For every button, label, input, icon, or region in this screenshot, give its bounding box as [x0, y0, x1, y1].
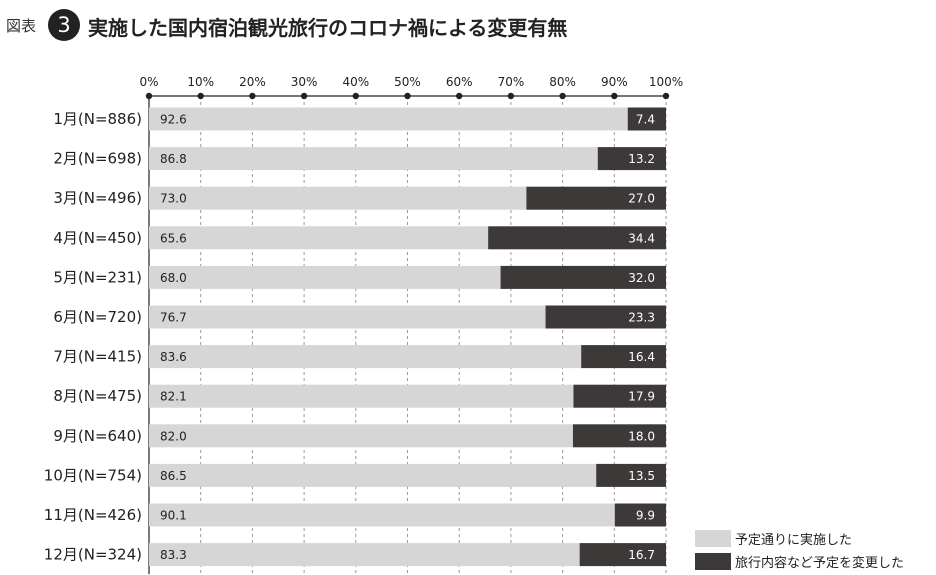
value-label-as-planned: 82.1: [160, 390, 187, 404]
value-label-changed: 9.9: [636, 509, 655, 523]
value-label-as-planned: 76.7: [160, 311, 187, 325]
category-label: 8月(N=475): [53, 387, 142, 405]
value-label-as-planned: 90.1: [160, 509, 187, 523]
category-label: 9月(N=640): [53, 427, 142, 445]
category-label: 1月(N=886): [53, 110, 142, 128]
figure-label: 図表: [6, 17, 37, 35]
category-label: 10月(N=754): [44, 466, 142, 484]
x-tick-label: 90%: [601, 75, 628, 89]
value-label-changed: 23.3: [628, 311, 655, 325]
bar-segment-changed: [627, 107, 666, 131]
x-tick-dot: [352, 92, 359, 100]
x-tick-dot: [456, 92, 463, 100]
legend-item-as-planned: 予定通りに実施した: [695, 527, 904, 549]
bar-segment-as-planned: [149, 543, 580, 567]
x-tick-label: 10%: [187, 75, 214, 89]
legend-label-changed: 旅行内容など予定を変更した: [735, 555, 905, 571]
bar-segment-as-planned: [149, 265, 501, 289]
bar-segment-as-planned: [149, 305, 546, 329]
bar-segment-changed: [597, 147, 666, 171]
bar-segment-as-planned: [149, 147, 598, 171]
chart-legend: 予定通りに実施した 旅行内容など予定を変更した: [695, 527, 904, 573]
value-label-changed: 13.5: [628, 469, 655, 483]
legend-swatch-as-planned: [695, 529, 731, 547]
value-label-as-planned: 86.5: [160, 469, 187, 483]
x-tick-label: 100%: [649, 75, 683, 89]
bar-segment-as-planned: [149, 226, 489, 250]
category-label: 4月(N=450): [53, 229, 142, 247]
bar-segment-as-planned: [149, 463, 597, 487]
value-label-changed: 13.2: [628, 152, 655, 166]
x-tick-label: 50%: [394, 75, 421, 89]
bar-segment-as-planned: [149, 345, 582, 369]
x-tick-dot: [145, 92, 153, 100]
bar-segment-changed: [526, 186, 666, 210]
x-tick-label: 40%: [342, 75, 369, 89]
x-tick-dot: [300, 92, 308, 100]
x-tick-dot: [611, 92, 618, 100]
x-tick-dot: [662, 92, 670, 100]
chart-header: 図表 3 実施した国内宿泊観光旅行のコロナ禍による変更有無: [6, 8, 906, 42]
bar-segment-changed: [488, 226, 666, 250]
bar-segment-as-planned: [149, 186, 527, 210]
figure-number-badge: 3: [48, 9, 80, 41]
x-tick-label: 70%: [498, 75, 525, 89]
category-label: 12月(N=324): [44, 546, 142, 564]
x-tick-label: 30%: [291, 75, 318, 89]
bar-segment-changed: [581, 345, 666, 369]
bar-segment-changed: [596, 463, 666, 487]
category-label: 3月(N=496): [53, 189, 142, 207]
bar-segment-as-planned: [149, 384, 574, 408]
bar-segment-as-planned: [149, 424, 573, 448]
value-label-as-planned: 92.6: [160, 113, 187, 127]
value-label-as-planned: 73.0: [160, 192, 187, 206]
x-tick-label: 60%: [446, 75, 473, 89]
value-label-as-planned: 65.6: [160, 231, 187, 245]
value-label-changed: 17.9: [628, 390, 655, 404]
x-tick-label: 80%: [549, 75, 576, 89]
bar-segment-changed: [572, 424, 666, 448]
value-label-as-planned: 68.0: [160, 271, 187, 285]
legend-swatch-changed: [695, 552, 731, 570]
value-label-changed: 7.4: [636, 113, 655, 127]
value-label-as-planned: 83.3: [160, 548, 187, 562]
value-label-as-planned: 83.6: [160, 350, 187, 364]
x-tick-dot: [197, 92, 204, 100]
chart-title: 実施した国内宿泊観光旅行のコロナ禍による変更有無: [88, 16, 568, 40]
x-tick-label: 0%: [139, 75, 158, 89]
value-label-changed: 27.0: [628, 192, 655, 206]
x-tick-dot: [507, 92, 515, 100]
x-tick-dot: [249, 92, 256, 100]
category-label: 2月(N=698): [53, 150, 142, 168]
x-tick-label: 20%: [239, 75, 266, 89]
legend-label-as-planned: 予定通りに実施した: [735, 532, 853, 548]
category-label: 7月(N=415): [53, 348, 142, 366]
category-label: 11月(N=426): [44, 506, 142, 524]
bar-segment-changed: [545, 305, 666, 329]
value-label-changed: 34.4: [628, 231, 655, 245]
value-label-as-planned: 86.8: [160, 152, 187, 166]
category-label: 5月(N=231): [53, 268, 142, 286]
value-label-changed: 16.4: [628, 350, 655, 364]
category-label: 6月(N=720): [53, 308, 142, 326]
bar-segment-changed: [573, 384, 666, 408]
legend-item-changed: 旅行内容など予定を変更した: [695, 550, 904, 572]
value-label-changed: 18.0: [628, 429, 655, 443]
bar-segment-as-planned: [149, 107, 628, 131]
value-label-changed: 32.0: [628, 271, 655, 285]
bar-segment-changed: [579, 543, 666, 567]
bar-segment-changed: [614, 503, 666, 527]
x-tick-dot: [404, 92, 411, 100]
bar-segment-changed: [500, 265, 666, 289]
bar-segment-as-planned: [149, 503, 615, 527]
value-label-as-planned: 82.0: [160, 429, 187, 443]
value-label-changed: 16.7: [628, 548, 655, 562]
x-tick-dot: [559, 92, 566, 100]
